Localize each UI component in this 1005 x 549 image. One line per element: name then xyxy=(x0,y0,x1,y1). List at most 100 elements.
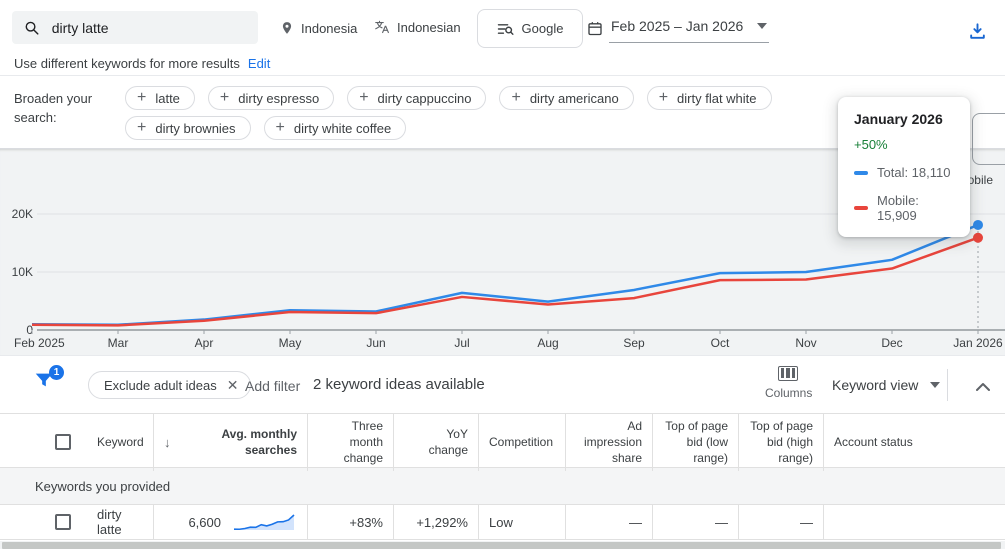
table-filter-bar: 1 Exclude adult ideas ✕ Add filter 2 key… xyxy=(0,357,1005,413)
filter-chip-label: Exclude adult ideas xyxy=(104,378,217,393)
broaden-chip[interactable]: +dirty americano xyxy=(499,86,633,110)
table-row[interactable]: dirty latte6,600+83%+1,292%Low——— xyxy=(0,505,1005,540)
chip-label: latte xyxy=(155,91,180,106)
table-cell-three_month_change: +83% xyxy=(307,505,393,539)
column-header[interactable]: Ad impression share xyxy=(565,414,652,471)
add-icon: + xyxy=(276,120,285,136)
broaden-chip[interactable]: +dirty espresso xyxy=(208,86,334,110)
select-all-checkbox[interactable] xyxy=(55,434,71,450)
keyword-planner-page: Indonesia Indonesian Google xyxy=(0,0,1005,549)
add-icon: + xyxy=(359,90,368,106)
column-header-label: Ad impression share xyxy=(576,418,642,467)
download-icon xyxy=(968,22,987,41)
svg-text:20K: 20K xyxy=(12,207,33,221)
broaden-chip[interactable]: + dirty flat white xyxy=(647,86,772,110)
cell-value: Low xyxy=(489,515,513,530)
search-input[interactable] xyxy=(52,20,246,36)
sparkline-chart xyxy=(231,511,297,533)
network-label: Google xyxy=(522,21,564,36)
column-header-label: Three month change xyxy=(318,418,383,467)
column-header[interactable]: ↓Avg. monthly searches xyxy=(153,414,307,471)
chevron-down-icon xyxy=(930,382,940,388)
add-filter-button[interactable]: Add filter xyxy=(245,378,300,394)
column-header[interactable]: Top of page bid (low range) xyxy=(652,414,738,471)
download-button[interactable] xyxy=(963,17,991,45)
svg-text:10K: 10K xyxy=(12,265,33,279)
broaden-chip[interactable]: + dirty white coffee xyxy=(264,116,407,140)
svg-text:Sep: Sep xyxy=(623,336,645,350)
date-range-label: Feb 2025 – Jan 2026 xyxy=(611,18,743,34)
chevron-down-icon xyxy=(757,23,767,29)
toolbar-divider xyxy=(947,369,948,401)
table-cell-keyword[interactable]: dirty latte xyxy=(0,505,153,539)
broaden-search-label: Broaden your search: xyxy=(14,90,124,128)
keyword-view-selector[interactable]: Keyword view xyxy=(832,377,940,393)
svg-text:Aug: Aug xyxy=(537,336,558,350)
table-cell-account_status xyxy=(823,505,1005,539)
filter-button[interactable]: 1 xyxy=(33,369,63,399)
cell-value: — xyxy=(715,515,728,530)
chart-view-dropdown-partial[interactable] xyxy=(972,113,1005,165)
top-toolbar: Indonesia Indonesian Google xyxy=(0,0,1005,76)
column-header[interactable]: Keyword xyxy=(0,414,153,471)
location-selector[interactable]: Indonesia xyxy=(280,20,357,36)
network-selector[interactable]: Google xyxy=(477,9,583,48)
cell-value: +1,292% xyxy=(416,515,468,530)
svg-text:May: May xyxy=(279,336,302,350)
columns-button[interactable]: Columns xyxy=(765,365,811,400)
tooltip-mobile-value: Mobile: 15,909 xyxy=(877,193,954,223)
column-header[interactable]: Three month change xyxy=(307,414,393,471)
broaden-chip[interactable]: + dirty cappuccino xyxy=(347,86,486,110)
column-header-label: YoY change xyxy=(404,426,468,458)
table-cell-avg_monthly_searches[interactable]: 6,600 xyxy=(153,505,307,539)
language-selector[interactable]: Indonesian xyxy=(374,20,461,35)
exclude-adult-ideas-chip[interactable]: Exclude adult ideas ✕ xyxy=(88,371,251,399)
add-icon: + xyxy=(511,90,520,106)
tooltip-change-value: +50% xyxy=(854,137,954,152)
chip-label: dirty cappuccino xyxy=(378,91,472,106)
mobile-series-dash-icon xyxy=(854,206,868,210)
search-icon xyxy=(24,19,40,37)
svg-text:Jul: Jul xyxy=(454,336,469,350)
columns-icon xyxy=(778,366,798,381)
column-header[interactable]: Top of page bid (high range) xyxy=(738,414,823,471)
broaden-chip-list: +latte+dirty espresso+dirty cappuccino+d… xyxy=(125,86,825,140)
broaden-chip[interactable]: +latte xyxy=(125,86,195,110)
calendar-icon xyxy=(587,20,603,37)
svg-text:Mar: Mar xyxy=(108,336,129,350)
table-header-row: Keyword↓Avg. monthly searchesThree month… xyxy=(0,413,1005,468)
column-header[interactable]: YoY change xyxy=(393,414,478,471)
cell-value: 6,600 xyxy=(188,515,221,530)
column-header[interactable]: Competition xyxy=(478,414,565,471)
broaden-chip[interactable]: +dirty brownies xyxy=(125,116,251,140)
svg-text:Dec: Dec xyxy=(881,336,902,350)
column-header-label: Account status xyxy=(834,434,913,450)
svg-text:Oct: Oct xyxy=(711,336,730,350)
keyword-hint-text: Use different keywords for more results xyxy=(14,56,240,71)
add-icon: + xyxy=(659,90,668,106)
chip-label: dirty brownies xyxy=(155,121,235,136)
scrollbar-thumb[interactable] xyxy=(2,542,1001,549)
svg-text:Apr: Apr xyxy=(195,336,214,350)
keyword-search-box[interactable] xyxy=(12,11,258,44)
tooltip-month-title: January 2026 xyxy=(854,111,954,127)
table-cell-yoy_change: +1,292% xyxy=(393,505,478,539)
svg-text:Jan 2026: Jan 2026 xyxy=(953,336,1003,350)
column-header[interactable]: Account status xyxy=(823,414,1005,471)
edit-keywords-link[interactable]: Edit xyxy=(248,56,270,71)
row-checkbox[interactable] xyxy=(55,514,71,530)
chart-tooltip: January 2026 +50% Total: 18,110 Mobile: … xyxy=(838,97,970,237)
cell-value: — xyxy=(629,515,642,530)
table-cell-competition: Low xyxy=(478,505,565,539)
add-icon: + xyxy=(220,90,229,106)
column-header-label: Top of page bid (low range) xyxy=(663,418,728,467)
column-header-label: Competition xyxy=(489,434,553,450)
svg-text:Feb 2025: Feb 2025 xyxy=(14,336,65,350)
table-section-row: Keywords you provided xyxy=(0,468,1005,505)
horizontal-scrollbar[interactable] xyxy=(0,541,1005,549)
chip-label: dirty flat white xyxy=(677,91,756,106)
chip-label: dirty white coffee xyxy=(294,121,391,136)
remove-filter-icon[interactable]: ✕ xyxy=(227,377,239,394)
collapse-table-button[interactable] xyxy=(970,373,996,399)
date-range-selector[interactable]: Feb 2025 – Jan 2026 xyxy=(587,14,769,43)
